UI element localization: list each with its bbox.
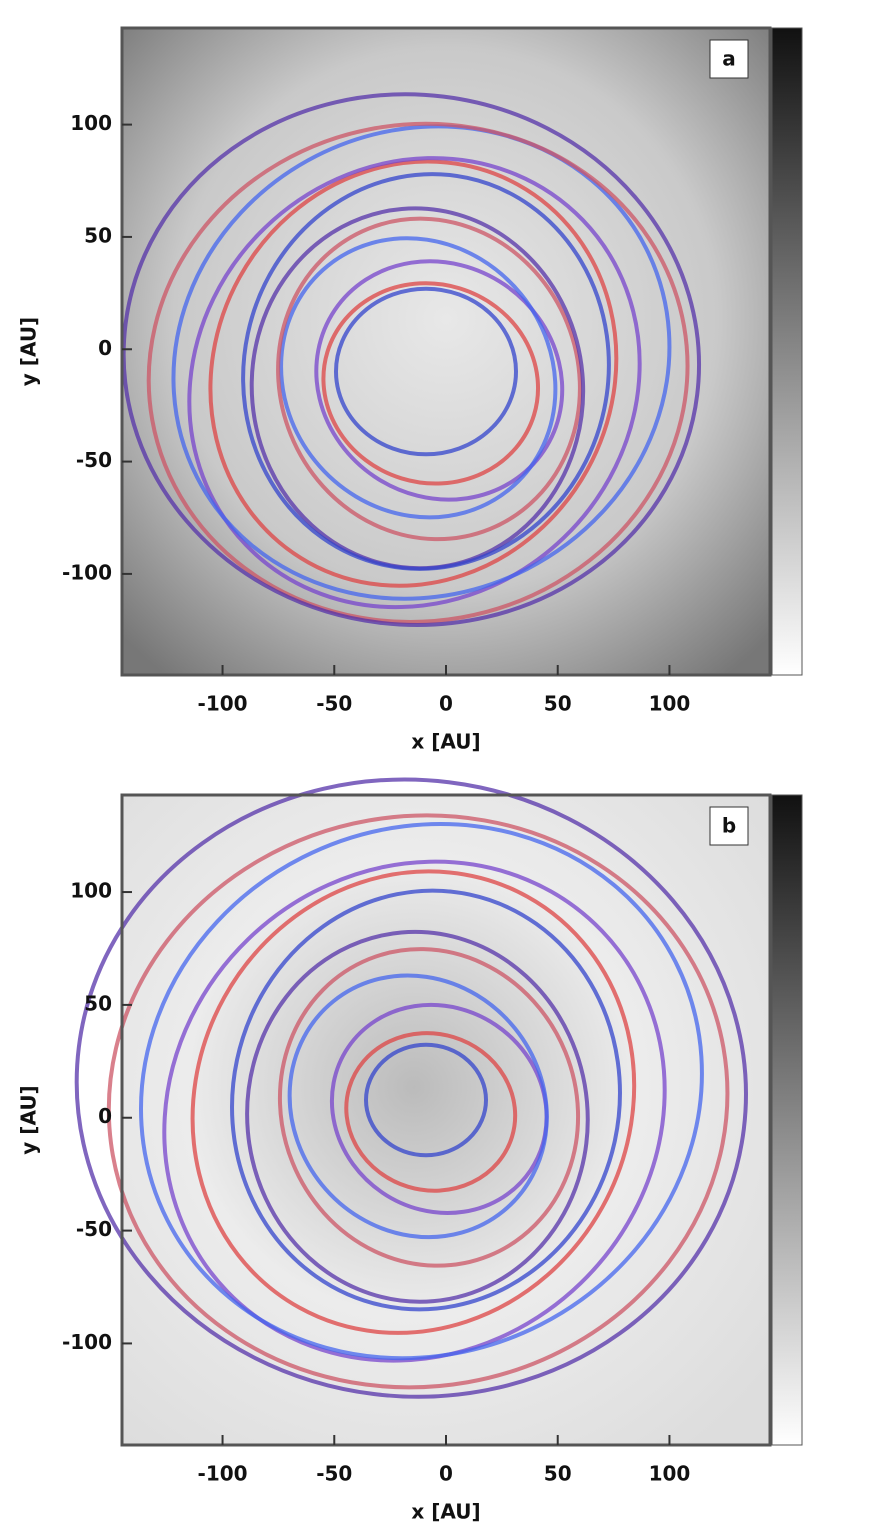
contour <box>321 281 541 486</box>
contour <box>187 156 642 610</box>
x-axis-label: x [AU] <box>411 1500 480 1524</box>
contour <box>276 216 582 542</box>
contour <box>208 159 619 588</box>
contour <box>146 121 690 624</box>
y-tick-label: 100 <box>70 111 112 135</box>
contour <box>344 1031 518 1193</box>
x-tick-label: 0 <box>439 1462 453 1486</box>
contour <box>334 286 518 457</box>
x-tick-label: 100 <box>649 692 691 716</box>
x-tick-label: 50 <box>544 1462 572 1486</box>
contour <box>241 172 611 571</box>
y-tick-label: -50 <box>76 448 112 472</box>
colorbar <box>771 794 803 1446</box>
contour <box>279 236 558 520</box>
contour <box>121 92 702 627</box>
x-tick-label: 100 <box>649 1462 691 1486</box>
y-tick-label: 50 <box>84 991 112 1015</box>
x-tick-label: -50 <box>316 692 352 716</box>
y-tick-label: 0 <box>98 1104 112 1128</box>
contour <box>364 1042 488 1158</box>
y-axis-label: y [AU] <box>17 317 41 386</box>
x-tick-label: -50 <box>316 1462 352 1486</box>
panel-label-box <box>709 806 749 846</box>
contour <box>162 859 667 1363</box>
y-axis-label: y [AU] <box>17 1085 41 1154</box>
contour <box>190 869 637 1335</box>
contour <box>329 1002 549 1215</box>
y-tick-label: 50 <box>84 223 112 247</box>
y-tick-label: -50 <box>76 1217 112 1241</box>
contour <box>106 813 730 1390</box>
x-axis-label: x [AU] <box>411 730 480 754</box>
contour <box>245 929 590 1304</box>
y-tick-label: -100 <box>62 560 112 584</box>
x-tick-label: -100 <box>198 1462 248 1486</box>
x-tick-label: 0 <box>439 692 453 716</box>
y-tick-label: 100 <box>70 879 112 903</box>
panel-label: a <box>722 47 736 71</box>
y-tick-label: 0 <box>98 336 112 360</box>
contour <box>74 777 748 1399</box>
contour <box>287 973 549 1240</box>
y-tick-label: -100 <box>62 1330 112 1354</box>
panel-label-box <box>709 39 749 79</box>
x-tick-label: 50 <box>544 692 572 716</box>
contour <box>314 259 565 502</box>
contour <box>230 888 622 1312</box>
colorbar <box>771 27 803 676</box>
contour <box>277 947 581 1268</box>
x-tick-label: -100 <box>198 692 248 716</box>
contour <box>171 124 672 601</box>
contour <box>139 822 704 1361</box>
panel-label: b <box>722 814 736 838</box>
